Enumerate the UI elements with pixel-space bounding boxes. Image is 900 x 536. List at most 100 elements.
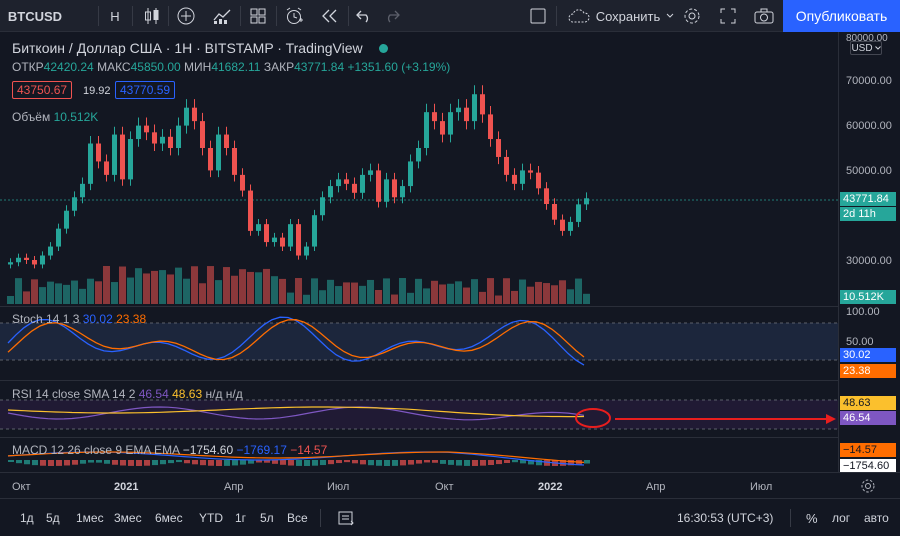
candle-body <box>56 228 61 247</box>
layout-grid-icon[interactable] <box>244 0 272 32</box>
time-label: Апр <box>646 481 666 493</box>
range-6m[interactable]: 6мес <box>155 511 183 525</box>
candle-body <box>584 198 589 205</box>
alert-clock-icon[interactable] <box>280 0 308 32</box>
fullscreen-square-icon[interactable] <box>526 0 550 32</box>
chart-canvas[interactable] <box>0 32 838 472</box>
volume-bar <box>39 287 46 304</box>
range-5y[interactable]: 5л <box>260 511 274 525</box>
candles-icon[interactable] <box>138 0 166 32</box>
candle-body <box>400 186 405 198</box>
candle-body <box>152 132 157 144</box>
chart-area[interactable] <box>0 32 838 472</box>
volume-bar <box>303 294 310 304</box>
macd-histogram-bar <box>104 460 110 464</box>
stoch-k-line <box>7 316 585 366</box>
publish-button[interactable]: Опубликовать <box>783 0 900 32</box>
time-axis[interactable]: Окт 2021 Апр Июл Окт 2022 Апр Июл <box>0 472 900 498</box>
macd-histogram-bar <box>456 460 462 466</box>
go-to-date-icon[interactable] <box>338 499 354 536</box>
volume-bar <box>63 284 70 304</box>
range-5d[interactable]: 5д <box>46 511 60 525</box>
range-1d[interactable]: 1д <box>20 511 34 525</box>
toolbar-divider <box>168 6 169 26</box>
candle-body <box>488 114 493 140</box>
indicators-plus-icon[interactable] <box>172 0 200 32</box>
macd-label: MACD 12 26 close 9 EMA EMA <box>12 443 180 457</box>
pane-separator[interactable] <box>0 306 900 307</box>
range-1m[interactable]: 1мес <box>76 511 104 525</box>
volume-legend: Объём 10.512K <box>12 110 98 124</box>
interval-button[interactable]: H <box>110 8 120 24</box>
stoch-d-value: 23.38 <box>116 312 147 326</box>
volume-bar <box>151 270 158 304</box>
undo-icon[interactable] <box>352 0 376 32</box>
macd-histogram-bar <box>200 460 206 466</box>
symbol-search-button[interactable]: BTCUSD <box>7 8 63 24</box>
volume-bar <box>527 286 534 304</box>
redo-icon[interactable] <box>380 0 404 32</box>
auto-scale-button[interactable]: авто <box>864 511 889 525</box>
candle-body <box>536 172 541 189</box>
candle-body <box>280 237 285 247</box>
chart-settings-gear-icon[interactable] <box>860 478 876 499</box>
range-ytd[interactable]: YTD <box>199 511 223 525</box>
open-value: 42420.24 <box>43 60 94 74</box>
pane-separator[interactable] <box>0 437 900 438</box>
candle-body <box>480 94 485 115</box>
candle-body <box>440 121 445 135</box>
save-button[interactable]: Сохранить <box>560 0 682 32</box>
volume-bar <box>479 291 486 304</box>
rsi-na-values: н/д н/д <box>205 387 243 401</box>
volume-bar <box>399 278 406 304</box>
volume-bar <box>559 280 566 304</box>
macd-histogram-bar <box>528 460 534 465</box>
macd-histogram-bar <box>488 460 494 466</box>
clock-timezone[interactable]: 16:30:53 (UTC+3) <box>677 511 774 525</box>
buy-price-button[interactable]: 43770.59 <box>115 81 176 99</box>
macd-histogram-bar <box>360 460 366 465</box>
macd-histogram-bar <box>544 460 550 466</box>
candle-body <box>376 170 381 202</box>
candle-body <box>136 125 141 140</box>
macd-hist-tag: −14.57 <box>840 443 896 457</box>
macd-histogram-bar <box>328 460 334 465</box>
currency-selector[interactable]: USD <box>850 41 882 55</box>
indicators-icon[interactable] <box>208 0 236 32</box>
candle-body <box>304 246 309 256</box>
candle-body <box>40 255 45 265</box>
settings-gear-icon[interactable] <box>680 0 704 32</box>
candle-body <box>24 257 29 260</box>
candle-body <box>16 257 21 263</box>
fullscreen-icon[interactable] <box>716 0 740 32</box>
macd-histogram-bar <box>304 460 310 466</box>
range-3m[interactable]: 3мес <box>114 511 142 525</box>
price-tick: 60000.00 <box>846 120 892 132</box>
candle-body <box>232 148 237 175</box>
pane-separator[interactable] <box>0 380 900 381</box>
percent-scale-button[interactable]: % <box>806 510 818 526</box>
volume-bar <box>407 292 414 304</box>
macd-histogram-bar <box>32 460 38 466</box>
range-all[interactable]: Все <box>287 511 308 525</box>
macd-histogram-bar <box>416 460 422 464</box>
camera-icon[interactable] <box>752 0 776 32</box>
range-1y[interactable]: 1г <box>235 511 247 525</box>
candle-body <box>568 221 573 231</box>
candle-body <box>520 170 525 184</box>
volume-bar <box>143 273 150 304</box>
candle-body <box>224 134 229 148</box>
log-scale-button[interactable]: лог <box>832 511 851 525</box>
macd-histogram-bar <box>160 460 166 465</box>
chevron-down-icon[interactable] <box>666 13 674 19</box>
candle-body <box>120 134 125 180</box>
replay-rewind-icon[interactable] <box>316 0 344 32</box>
candle-body <box>128 139 133 180</box>
sell-price-button[interactable]: 43750.67 <box>12 81 73 99</box>
candle-body <box>392 179 397 198</box>
toolbar-divider <box>98 6 99 26</box>
candle-body <box>416 148 421 162</box>
open-label: ОТКР <box>12 60 44 74</box>
volume-bar <box>71 280 78 304</box>
volume-bar <box>47 281 54 304</box>
